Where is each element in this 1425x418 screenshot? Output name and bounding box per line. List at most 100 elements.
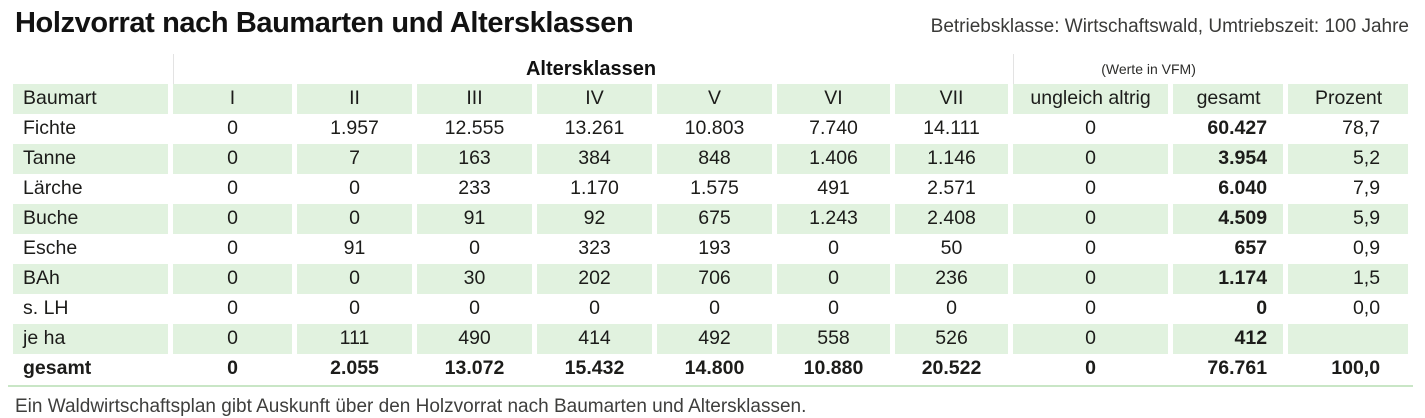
table-cell: 0 [777, 294, 890, 324]
row-label: BAh [13, 264, 168, 294]
table-cell: 111 [297, 324, 412, 354]
row-label: Buche [13, 204, 168, 234]
table-cell: 7,9 [1288, 174, 1409, 204]
table-body: Altersklassen (Werte in VFM) Baumart I II I… [13, 54, 1409, 384]
column-header-ungleich-altrig: ungleich altrig [1013, 84, 1169, 114]
table-cell: 0 [297, 204, 412, 234]
column-header-ii: II [297, 84, 412, 114]
table-cell: 7 [297, 144, 412, 174]
table-cell: 10.803 [657, 114, 772, 144]
table-cell: 412 [1173, 324, 1284, 354]
table-cell: 163 [417, 144, 532, 174]
table-cell: 490 [417, 324, 532, 354]
table-cell: 0 [417, 234, 532, 264]
table-bottom-rule [8, 385, 1413, 387]
table-cell: 675 [657, 204, 772, 234]
table-cell: 0 [297, 264, 412, 294]
column-header-i: I [173, 84, 292, 114]
table-cell: 0 [777, 264, 890, 294]
row-label: Tanne [13, 144, 168, 174]
group-header-altersklassen: Altersklassen [173, 54, 1009, 84]
table-cell: 384 [537, 144, 652, 174]
table-cell: 0 [297, 174, 412, 204]
column-header-iii: III [417, 84, 532, 114]
table-cell: 0 [537, 294, 652, 324]
row-label: Lärche [13, 174, 168, 204]
table-cell: 50 [895, 234, 1009, 264]
table-cell: 323 [537, 234, 652, 264]
table-cell: 12.555 [417, 114, 532, 144]
table-cell: 233 [417, 174, 532, 204]
table-cell: 91 [297, 234, 412, 264]
table-caption: Ein Waldwirtschaftsplan gibt Auskunft üb… [15, 396, 807, 417]
row-label: s. LH [13, 294, 168, 324]
table-cell: 1.174 [1173, 264, 1284, 294]
table-cell: 3.954 [1173, 144, 1284, 174]
table-cell: 0 [417, 294, 532, 324]
table-cell: 0 [1013, 174, 1169, 204]
table-cell: 0 [895, 294, 1009, 324]
table-cell: 2.055 [297, 354, 412, 384]
table-cell: 4.509 [1173, 204, 1284, 234]
page-subtitle: Betriebsklasse: Wirtschaftswald, Umtrieb… [930, 16, 1409, 37]
table-cell: 0 [1013, 354, 1169, 384]
table-cell: 7.740 [777, 114, 890, 144]
table-cell: 1.170 [537, 174, 652, 204]
column-header-prozent: Prozent [1288, 84, 1409, 114]
table-cell: 13.261 [537, 114, 652, 144]
table-cell: 0 [1013, 204, 1169, 234]
table-cell: 78,7 [1288, 114, 1409, 144]
table-cell: 91 [417, 204, 532, 234]
table-cell: 0 [173, 234, 292, 264]
table-cell: 1.406 [777, 144, 890, 174]
table-cell: 526 [895, 324, 1009, 354]
table-cell: 0 [297, 294, 412, 324]
table-cell: 15.432 [537, 354, 652, 384]
table-cell: 0 [1013, 324, 1169, 354]
table-cell: 92 [537, 204, 652, 234]
group-header-werte-in-vfm: (Werte in VFM) [1013, 54, 1284, 84]
row-label: Esche [13, 234, 168, 264]
column-header-baumart: Baumart [13, 84, 168, 114]
table-cell: 706 [657, 264, 772, 294]
table-cell: 1.575 [657, 174, 772, 204]
table-cell: 0 [1013, 234, 1169, 264]
group-header-spacer [13, 54, 168, 84]
group-header-row: Altersklassen (Werte in VFM) [13, 54, 1409, 84]
table-cell: 0 [173, 174, 292, 204]
table-cell: 13.072 [417, 354, 532, 384]
table-cell: 0 [173, 294, 292, 324]
group-header-spacer [1288, 54, 1409, 84]
column-header-gesamt: gesamt [1173, 84, 1284, 114]
table-row-bah: BAh 0 0 30 202 706 0 236 0 1.174 1,5 [13, 264, 1409, 294]
table-row-gesamt: gesamt 0 2.055 13.072 15.432 14.800 10.880 20.5… [13, 354, 1409, 384]
table-cell: 193 [657, 234, 772, 264]
table-cell: 76.761 [1173, 354, 1284, 384]
table-row-lärche: Lärche 0 0 233 1.170 1.575 491 2.571 0 6.040 7,9 [13, 174, 1409, 204]
table-row-fichte: Fichte 0 1.957 12.555 13.261 10.803 7.740 14.11… [13, 114, 1409, 144]
table-cell: 0 [1013, 264, 1169, 294]
table-cell: 5,9 [1288, 204, 1409, 234]
table-cell: 0 [1013, 114, 1169, 144]
table-cell: 558 [777, 324, 890, 354]
table-cell: 848 [657, 144, 772, 174]
table-cell: 30 [417, 264, 532, 294]
table-cell: 14.800 [657, 354, 772, 384]
table-cell: 60.427 [1173, 114, 1284, 144]
column-header-row: Baumart I II III IV V VI VII ungleich altrig gesa… [13, 84, 1409, 114]
column-header-vii: VII [895, 84, 1009, 114]
page-header: Holzvorrat nach Baumarten und Altersklas… [0, 0, 1425, 40]
table-cell: 0 [1173, 294, 1284, 324]
table-row-buche: Buche 0 0 91 92 675 1.243 2.408 0 4.509 5,9 [13, 204, 1409, 234]
table-cell: 6.040 [1173, 174, 1284, 204]
table-cell: 20.522 [895, 354, 1009, 384]
table-cell: 0 [173, 144, 292, 174]
table-cell: 657 [1173, 234, 1284, 264]
table-cell: 5,2 [1288, 144, 1409, 174]
table-cell: 14.111 [895, 114, 1009, 144]
column-header-vi: VI [777, 84, 890, 114]
table-cell: 0,0 [1288, 294, 1409, 324]
table-cell: 491 [777, 174, 890, 204]
table-cell: 0 [173, 204, 292, 234]
